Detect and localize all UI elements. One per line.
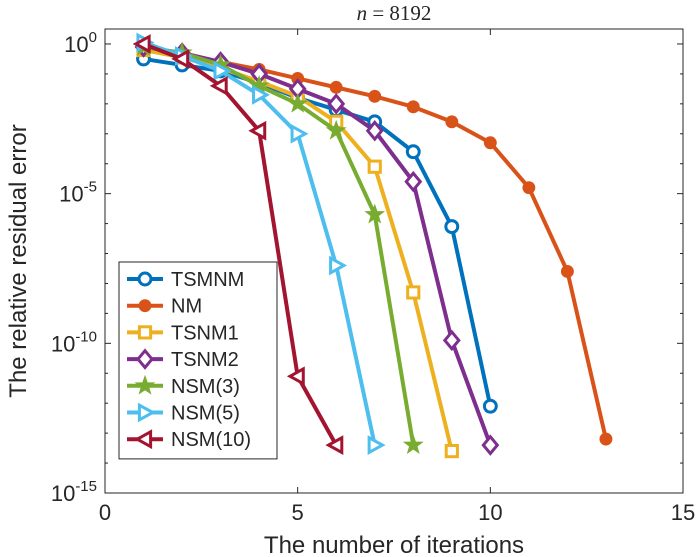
data-point-marker <box>137 271 153 287</box>
data-point-marker <box>367 159 382 174</box>
legend-entry: NSM(5) <box>127 403 240 425</box>
data-point-marker <box>327 93 346 115</box>
data-point-marker <box>290 123 309 144</box>
data-point-marker <box>405 144 421 160</box>
title-value: 8192 <box>389 1 431 25</box>
legend-entry: TSMNM <box>127 269 244 291</box>
data-point-marker <box>137 325 153 340</box>
data-point-marker <box>442 329 461 352</box>
data-point-marker <box>365 120 384 142</box>
chart-title: n = 8192 <box>357 1 432 25</box>
y-tick-label: 10-10 <box>51 328 97 356</box>
title-variable: n <box>357 1 368 25</box>
legend-label: NSM(5) <box>171 403 240 425</box>
data-point-marker <box>209 75 228 96</box>
data-point-marker <box>325 435 344 455</box>
data-point-marker <box>248 120 267 141</box>
y-tick-label: 100 <box>64 29 97 57</box>
series-layer <box>132 32 613 459</box>
legend-entry: TSNM2 <box>127 348 239 371</box>
x-tick-label: 0 <box>99 500 111 525</box>
axes: 0 5 10 15 100 10-5 10-10 10-15 <box>51 29 695 525</box>
y-axis-label: The relative residual error <box>5 124 32 397</box>
data-point-marker <box>171 49 190 69</box>
x-tick-label: 10 <box>478 500 502 525</box>
data-point-marker <box>132 34 151 54</box>
data-point-marker <box>445 115 459 129</box>
legend-entry: TSNM1 <box>127 322 239 344</box>
data-point-marker <box>325 119 347 140</box>
data-point-marker <box>483 136 497 150</box>
data-point-marker <box>286 366 305 387</box>
legend-entry: NSM(3) <box>127 374 240 398</box>
legend-label: TSNM1 <box>171 322 239 344</box>
data-point-marker <box>213 61 232 81</box>
series-line <box>142 42 338 447</box>
data-point-marker <box>368 89 382 103</box>
series-nsm-10- <box>132 34 344 455</box>
x-tick-label: 15 <box>671 500 695 525</box>
series-line <box>143 56 493 407</box>
data-point-marker <box>137 402 156 423</box>
data-point-marker <box>444 443 459 459</box>
y-tick-label: 10-15 <box>51 478 97 506</box>
data-point-marker <box>406 100 420 114</box>
data-point-marker <box>404 170 423 193</box>
legend-label: NSM(10) <box>171 429 251 451</box>
data-point-marker <box>134 374 156 395</box>
data-point-marker <box>252 84 270 105</box>
data-point-marker <box>599 432 613 446</box>
legend-entry: NM <box>127 296 202 318</box>
data-point-marker <box>560 265 574 278</box>
legend-label: NM <box>171 296 202 318</box>
data-point-marker <box>136 348 154 370</box>
data-point-marker <box>481 434 500 456</box>
data-point-marker <box>134 429 153 450</box>
data-point-marker <box>402 434 424 454</box>
data-point-marker <box>329 80 343 94</box>
data-point-marker <box>482 398 498 414</box>
data-point-marker <box>367 435 386 455</box>
data-point-marker <box>287 92 309 113</box>
y-tick-label: 10-5 <box>59 179 97 207</box>
x-axis-label: The number of iterations <box>264 532 524 557</box>
legend-label: TSNM2 <box>171 349 239 371</box>
x-tick-label: 5 <box>292 500 304 525</box>
data-point-marker <box>522 181 536 195</box>
legend: TSMNM NM TSNM1 TSNM2 NSM(3) NSM(5) NSM(10) <box>118 261 278 460</box>
title-equals: = <box>367 1 389 25</box>
data-point-marker <box>406 285 421 300</box>
legend-entry: NSM(10) <box>127 429 251 451</box>
data-point-marker <box>329 255 348 276</box>
legend-label: NSM(3) <box>171 376 240 398</box>
data-point-marker <box>444 219 460 235</box>
data-point-marker <box>138 299 152 313</box>
data-point-marker <box>364 203 386 224</box>
legend-label: TSMNM <box>171 269 244 291</box>
